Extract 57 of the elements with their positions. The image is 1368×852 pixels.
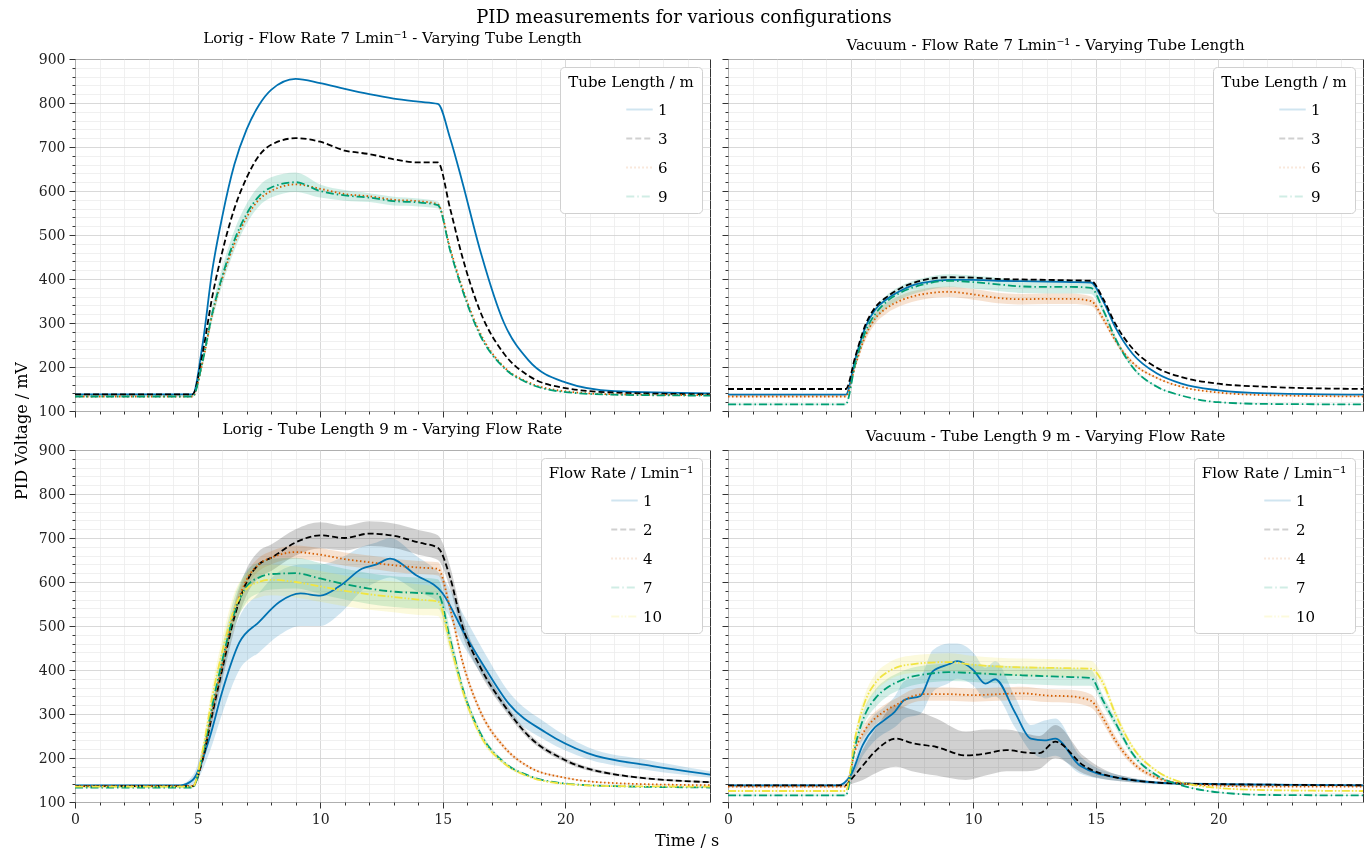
legend-label: 2: [643, 520, 653, 539]
y-tick-label: 900: [38, 50, 66, 67]
y-tick-label: 600: [38, 182, 66, 199]
y-tick-label: 500: [38, 226, 66, 243]
y-tick-label: 200: [38, 358, 66, 375]
chart-title: Lorig - Flow Rate 7 Lmin⁻¹ - Varying Tube Length: [203, 29, 582, 47]
y-tick-label: 400: [38, 270, 66, 287]
chart-title: Vacuum - Flow Rate 7 Lmin⁻¹ - Varying Tube Length: [845, 35, 1245, 54]
y-tick-label: 500: [38, 617, 66, 634]
x-tick-label: 10: [311, 810, 330, 827]
y-tick-label: 700: [38, 138, 66, 155]
y-tick-label: 300: [38, 705, 66, 722]
y-tick-label: 200: [38, 749, 66, 766]
legend-label: 9: [658, 187, 668, 206]
x-tick-label: 5: [193, 810, 203, 827]
legend-label: 7: [1296, 578, 1306, 597]
legend-label: 1: [658, 100, 668, 119]
legend-label: 4: [643, 549, 653, 568]
legend-label: 3: [1311, 129, 1321, 148]
legend-label: 6: [1311, 158, 1321, 177]
x-tick-label: 15: [1087, 810, 1106, 827]
y-axis-title: PID Voltage / mV: [11, 362, 31, 500]
x-tick-label: 0: [724, 810, 733, 827]
x-tick-label: 5: [846, 810, 856, 827]
x-tick-label: 20: [1209, 810, 1228, 827]
legend-title: Flow Rate / Lmin⁻¹: [1201, 464, 1347, 482]
legend-label: 9: [1311, 187, 1321, 206]
legend-title: Tube Length / m: [568, 73, 694, 91]
y-tick-label: 900: [38, 441, 66, 458]
y-tick-label: 100: [38, 402, 66, 419]
y-tick-label: 800: [38, 94, 66, 111]
legend-title: Tube Length / m: [1221, 73, 1347, 91]
legend-label: 10: [643, 607, 663, 626]
legend-label: 4: [1296, 549, 1306, 568]
legend-label: 6: [658, 158, 668, 177]
y-tick-label: 400: [38, 661, 66, 678]
x-axis-title: Time / s: [654, 831, 720, 850]
legend-label: 1: [643, 491, 653, 510]
legend-label: 7: [643, 578, 653, 597]
legend-label: 1: [1296, 491, 1306, 510]
x-tick-label: 10: [964, 810, 983, 827]
legend-label: 3: [658, 129, 668, 148]
x-tick-label: 15: [434, 810, 453, 827]
text: PID measurements for various configurations: [476, 6, 892, 27]
x-tick-label: 20: [556, 810, 575, 827]
chart-title: Lorig - Tube Length 9 m - Varying Flow Rate: [222, 420, 563, 438]
y-tick-label: 300: [38, 314, 66, 331]
legend-label: 10: [1296, 607, 1316, 626]
y-tick-label: 600: [38, 573, 66, 590]
legend-label: 2: [1296, 520, 1306, 539]
chart-title: Vacuum - Tube Length 9 m - Varying Flow Rate: [864, 426, 1226, 445]
y-tick-label: 800: [38, 485, 66, 502]
x-tick-label: 0: [71, 810, 80, 827]
y-tick-label: 700: [38, 529, 66, 546]
legend-label: 1: [1311, 100, 1321, 119]
y-tick-label: 100: [38, 793, 66, 810]
legend-title: Flow Rate / Lmin⁻¹: [548, 464, 694, 482]
